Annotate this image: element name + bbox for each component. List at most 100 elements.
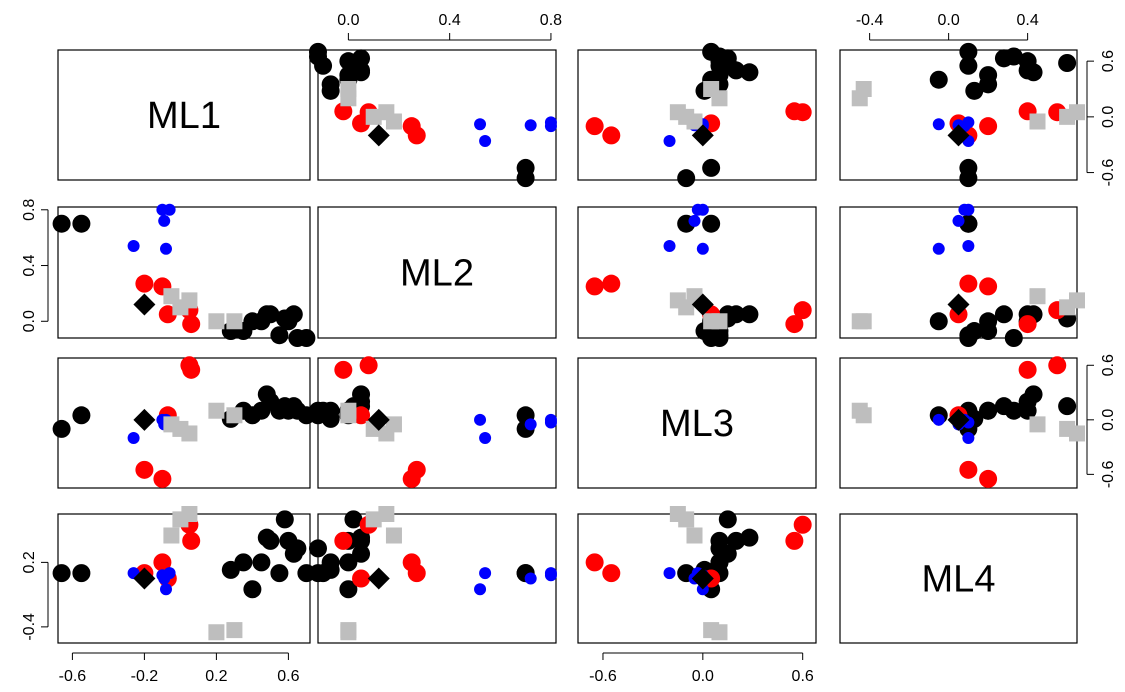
- point-28-ml3-ml4: [855, 407, 872, 424]
- variable-label-ml3: ML3: [660, 403, 734, 445]
- point-8-ml1-ml4: [959, 42, 978, 61]
- point-0-ml3-ml1: [52, 419, 71, 438]
- point-11-ml1-ml2: [344, 54, 363, 72]
- point-26-ml3-ml4: [1069, 425, 1085, 442]
- point-29-ml2-ml4: [947, 293, 970, 316]
- point-1-ml3-ml1: [72, 406, 91, 425]
- point-3-ml4-ml1: [252, 553, 271, 572]
- point-18-ml4-ml2: [352, 569, 371, 588]
- point-7-ml1-ml4: [1004, 47, 1023, 66]
- point-28-ml4-ml1: [226, 622, 243, 639]
- point-14-ml4-ml3: [602, 564, 621, 583]
- panel-ml3-ml4: [839, 357, 1078, 489]
- point-12-ml1-ml4: [929, 70, 948, 89]
- point-22-ml2-ml4: [932, 242, 945, 255]
- point-19-ml2-ml4: [962, 240, 975, 253]
- tick-label-top-ml4-2: 0.4: [1017, 12, 1039, 29]
- point-17-ml3-ml2: [334, 360, 353, 379]
- tick-label-top-ml4-0: -0.4: [856, 12, 884, 29]
- point-15-ml1-ml2: [402, 117, 421, 136]
- point-8-ml2-ml1: [297, 329, 316, 347]
- tick-label-right-ml3-0: -0.6: [1100, 460, 1117, 488]
- point-11-ml4-ml3: [718, 510, 737, 529]
- tick-label-bottom-ml1-2: 0.2: [205, 668, 227, 685]
- point-0-ml2-ml1: [52, 214, 71, 233]
- point-23-ml4-ml2: [544, 567, 557, 580]
- point-28-ml4-ml2: [340, 622, 357, 639]
- point-29-ml3-ml4: [947, 408, 970, 431]
- point-26-ml3-ml1: [181, 425, 198, 442]
- point-27-ml3-ml1: [208, 402, 225, 419]
- point-27-ml4-ml1: [208, 624, 225, 641]
- point-10-ml2-ml3: [740, 305, 759, 324]
- point-22-ml1-ml4: [932, 118, 945, 131]
- point-25-ml4-ml2: [365, 511, 382, 528]
- point-16-ml4-ml3: [793, 515, 812, 534]
- point-19-ml4-ml3: [663, 567, 676, 580]
- variable-label-ml1: ML1: [147, 95, 221, 137]
- point-22-ml2-ml3: [696, 242, 709, 255]
- point-26-ml2-ml3: [669, 292, 686, 309]
- point-24-ml2-ml4: [1029, 288, 1046, 305]
- point-19-ml1-ml3: [663, 135, 676, 147]
- point-9-ml1-ml2: [321, 75, 340, 94]
- point-19-ml1-ml2: [479, 135, 492, 147]
- point-29-ml3-ml2: [367, 408, 390, 431]
- point-12-ml4-ml1: [243, 580, 262, 599]
- panel-ml2-ml2: [317, 206, 557, 339]
- variable-label-ml2: ML2: [400, 253, 474, 295]
- point-8-ml1-ml3: [702, 42, 721, 61]
- matrix-panels: ML1 ML2 ML3 ML4: [57, 49, 1078, 644]
- point-19-ml3-ml4: [962, 432, 975, 444]
- point-23-ml3-ml2: [544, 416, 557, 429]
- point-13-ml4-ml2: [314, 564, 333, 583]
- point-1-ml4-ml1: [72, 564, 91, 583]
- point-24-ml1-ml4: [1029, 113, 1046, 130]
- point-10-ml1-ml4: [1024, 63, 1043, 82]
- matrix-ticks: -0.6 -0.2 0.2 0.6 -0.6 0.0 0.6 0.0 0.4 0.8 -0.4 0.0…: [21, 12, 1117, 685]
- point-7-ml4-ml2: [309, 539, 327, 558]
- point-2-ml1-ml4: [965, 81, 984, 100]
- point-7-ml4-ml1: [288, 539, 307, 558]
- point-13-ml1-ml4: [959, 56, 978, 75]
- point-29-ml2-ml3: [691, 293, 714, 316]
- point-17-ml3-ml4: [1018, 360, 1037, 379]
- tick-label-right-ml1-1: 0.0: [1100, 106, 1117, 128]
- panel-ml3-ml3: [577, 357, 817, 489]
- tick-label-top-ml2-2: 0.8: [540, 12, 562, 29]
- point-7-ml3-ml4: [1004, 401, 1023, 420]
- tick-label-left-ml2-2: 0.8: [21, 199, 38, 221]
- point-24-ml4-ml1: [163, 527, 180, 544]
- point-26-ml1-ml4: [1069, 104, 1085, 121]
- point-17-ml3-ml1: [182, 360, 201, 379]
- point-17-ml2-ml3: [785, 315, 804, 334]
- point-28-ml3-ml1: [226, 407, 243, 424]
- point-12-ml3-ml1: [243, 406, 262, 425]
- point-26-ml1-ml3: [669, 104, 686, 121]
- point-15-ml2-ml3: [585, 277, 604, 296]
- tick-label-left-ml2-1: 0.4: [21, 254, 38, 276]
- point-13-ml2-ml4: [959, 326, 978, 345]
- point-18-ml3-ml2: [352, 406, 371, 425]
- point-7-ml4-ml3: [710, 539, 729, 558]
- point-3-ml4-ml2: [339, 553, 358, 572]
- point-11-ml4-ml1: [275, 510, 294, 529]
- point-12-ml2-ml4: [929, 312, 948, 331]
- point-1-ml2-ml3: [702, 214, 721, 233]
- point-14-ml3-ml4: [959, 460, 978, 479]
- point-1-ml1-ml2: [516, 158, 535, 177]
- point-10-ml2-ml1: [257, 305, 276, 324]
- point-23-ml1-ml2: [544, 116, 557, 129]
- variable-label-ml4: ML4: [922, 559, 996, 601]
- panel-ml4-ml4: [839, 513, 1078, 644]
- point-26-ml2-ml1: [181, 292, 198, 309]
- point-19-ml4-ml2: [479, 567, 492, 580]
- point-10-ml3-ml4: [1024, 385, 1043, 404]
- point-18-ml1-ml2: [352, 114, 371, 133]
- point-9-ml1-ml4: [979, 75, 998, 94]
- point-12-ml4-ml2: [339, 580, 358, 599]
- point-17-ml1-ml2: [334, 102, 353, 121]
- panel-ml1-ml2: [317, 49, 557, 181]
- point-23-ml2-ml4: [962, 203, 975, 216]
- tick-label-bottom-ml1-1: -0.2: [131, 668, 159, 685]
